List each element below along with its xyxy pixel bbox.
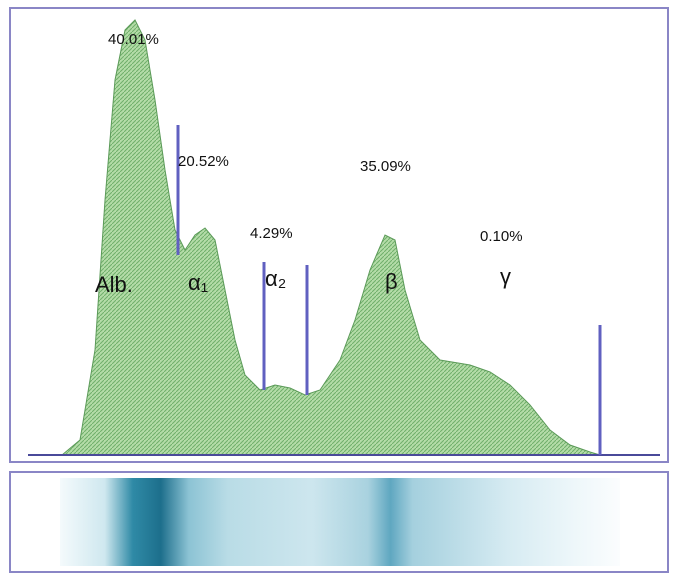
gel-strip xyxy=(60,478,620,566)
fraction-label: α₂ xyxy=(265,266,286,291)
percent-label: 35.09% xyxy=(360,158,411,175)
dividers xyxy=(176,125,602,455)
percent-label: 20.52% xyxy=(178,153,229,170)
fraction-label: γ xyxy=(500,264,511,289)
density-curve xyxy=(60,19,601,456)
percent-label: 0.10% xyxy=(480,228,523,245)
percent-label: 4.29% xyxy=(250,225,293,242)
fraction-label: α₁ xyxy=(188,270,208,295)
percent-label: 40.01% xyxy=(108,31,159,48)
fraction-label: β xyxy=(385,269,398,294)
fraction-label: Alb. xyxy=(95,272,133,297)
